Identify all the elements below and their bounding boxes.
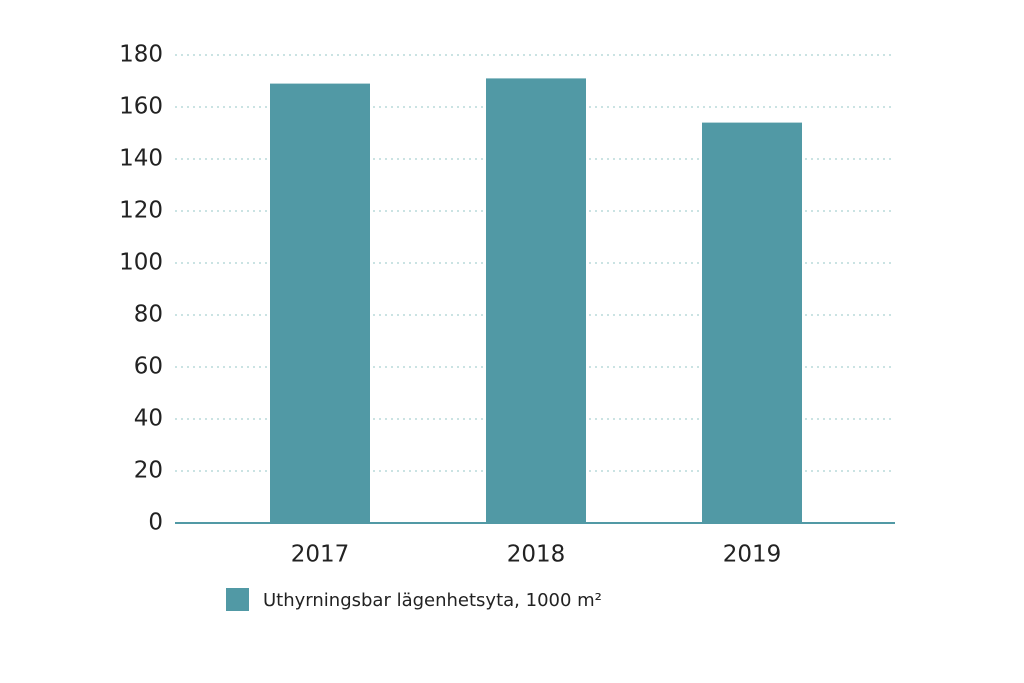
y-tick-label: 140 — [119, 146, 163, 172]
y-tick-label: 0 — [148, 510, 163, 536]
y-tick-label: 120 — [119, 198, 163, 224]
y-tick-label: 80 — [134, 302, 163, 328]
y-tick-label: 20 — [134, 458, 163, 484]
y-tick-label: 100 — [119, 250, 163, 276]
bar — [702, 122, 802, 523]
x-tick-label: 2017 — [291, 542, 350, 568]
legend-swatch — [226, 588, 249, 611]
bar — [270, 83, 370, 523]
x-tick-label: 2018 — [507, 542, 566, 568]
legend-label: Uthyrningsbar lägenhetsyta, 1000 m² — [263, 590, 602, 611]
y-tick-label: 40 — [134, 406, 163, 432]
y-tick-label: 180 — [119, 42, 163, 68]
y-tick-label: 60 — [134, 354, 163, 380]
x-tick-label: 2019 — [723, 542, 782, 568]
y-tick-label: 160 — [119, 94, 163, 120]
bar — [486, 78, 586, 524]
